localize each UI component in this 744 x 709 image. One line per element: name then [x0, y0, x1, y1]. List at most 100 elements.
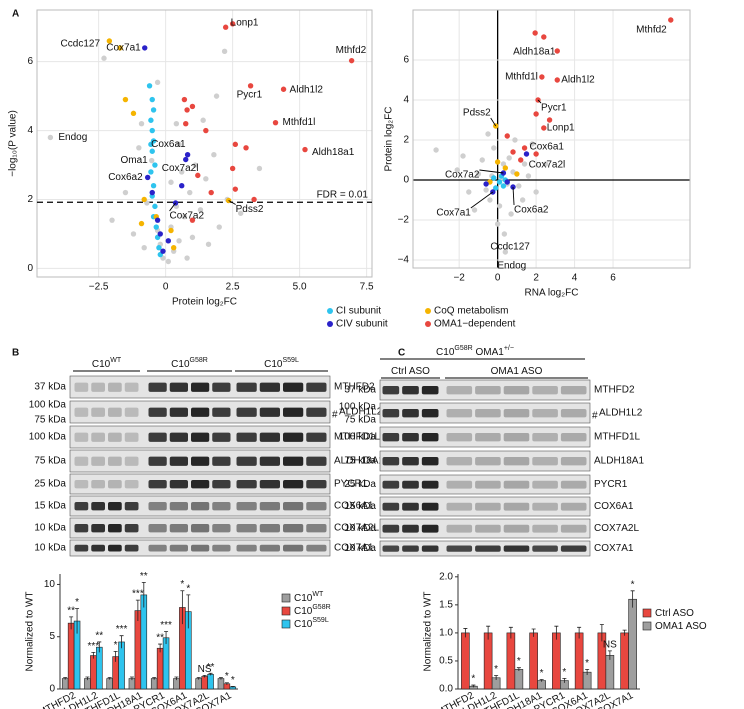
- data-point: [154, 79, 161, 86]
- protein-label: COX7A2L: [594, 523, 639, 534]
- blot-band: [475, 480, 501, 489]
- error-bar: [471, 684, 476, 688]
- legend-swatch: [327, 308, 333, 314]
- data-point: [348, 57, 355, 64]
- error-bar: [158, 643, 163, 653]
- superscript: WT: [110, 357, 122, 364]
- blot-band: [108, 456, 122, 466]
- x-axis-title: RNA log₂FC: [525, 288, 579, 299]
- y-tick-label: 4: [403, 95, 409, 106]
- superscript: G58R: [190, 357, 208, 364]
- blot-band: [74, 456, 89, 466]
- group-label: C10S59L: [264, 357, 299, 370]
- error-bar: [463, 628, 468, 638]
- blot-band: [212, 544, 231, 552]
- point-label: Aldh1l2: [561, 75, 595, 86]
- significance: *: [186, 583, 190, 594]
- y-tick-label: 2: [27, 194, 33, 205]
- blot-band: [91, 382, 105, 392]
- blot-band: [169, 407, 188, 417]
- blot-band: [306, 502, 327, 511]
- data-point: [494, 159, 501, 165]
- data-point: [519, 197, 526, 203]
- data-point: [160, 248, 166, 254]
- blot-band: [560, 524, 587, 533]
- blot-band: [108, 407, 122, 417]
- data-point: [144, 174, 151, 181]
- data-point: [157, 231, 163, 237]
- bar: [483, 632, 493, 690]
- data-point: [491, 145, 497, 151]
- legend-swatch: [281, 593, 291, 603]
- data-point: [543, 161, 549, 167]
- bar: [96, 646, 103, 690]
- point-label: Cox7a1: [436, 208, 471, 219]
- point-label: Aldh18a1: [312, 147, 355, 158]
- point-label: Endog: [497, 261, 526, 272]
- blot-band: [259, 456, 280, 466]
- x-axis-title: Protein log₂FC: [172, 297, 237, 308]
- error-bar: [622, 629, 627, 636]
- blot-band: [382, 480, 400, 489]
- blot-band: [283, 544, 304, 552]
- significance: **: [156, 633, 164, 644]
- blot-band: [475, 545, 501, 552]
- data-point: [541, 125, 547, 131]
- data-point: [208, 189, 214, 196]
- data-point: [523, 151, 530, 157]
- blot-band: [283, 456, 304, 466]
- bar: [506, 632, 516, 690]
- data-point: [533, 111, 539, 117]
- data-point: [280, 86, 287, 92]
- size-marker: 25 kDa: [344, 479, 376, 490]
- leader-line: [228, 200, 236, 205]
- protein-label: ALDH1L2: [339, 407, 383, 418]
- blot-band: [402, 480, 419, 489]
- y-tick-label: 4: [27, 125, 33, 136]
- blot-band: [283, 432, 304, 442]
- data-point: [189, 217, 196, 223]
- blot-band: [283, 502, 304, 511]
- bar: [162, 637, 170, 690]
- x-tick-label: −2: [453, 273, 465, 284]
- blot-band: [148, 480, 167, 489]
- leader-line: [512, 186, 515, 206]
- x-tick-label: 4: [572, 273, 578, 284]
- text-run: C10: [294, 606, 313, 617]
- blot-band: [475, 386, 501, 395]
- data-point: [487, 197, 493, 203]
- blot-band: [421, 409, 439, 418]
- blot-band: [124, 432, 139, 442]
- data-point: [189, 103, 196, 110]
- point-label: Lonp1: [547, 123, 575, 134]
- group-label: C10G58R: [171, 357, 208, 370]
- data-point: [554, 48, 560, 54]
- blot-band: [560, 502, 587, 511]
- data-point: [189, 234, 196, 241]
- data-point: [251, 196, 257, 203]
- data-point: [541, 34, 547, 40]
- legend-swatch: [327, 321, 333, 327]
- bar: [537, 680, 546, 690]
- data-point: [149, 148, 155, 154]
- data-point: [152, 203, 158, 210]
- blot-band: [169, 456, 188, 466]
- size-marker: 37 kDa: [344, 385, 376, 396]
- data-point: [466, 189, 472, 195]
- error-bar: [129, 676, 134, 681]
- plot-frame: [36, 9, 373, 278]
- data-point: [514, 171, 520, 177]
- superscript: WT: [312, 591, 324, 598]
- point-label: Cox6a1: [529, 142, 564, 153]
- significance: *: [540, 668, 544, 679]
- y-tick-label: 0.0: [439, 684, 453, 695]
- blot-band: [91, 544, 105, 552]
- blot-band: [259, 544, 280, 552]
- bar: [628, 598, 637, 690]
- legend-label: OMA1 ASO: [655, 621, 707, 632]
- blot-band: [532, 457, 558, 466]
- bar: [67, 622, 75, 690]
- data-point: [554, 77, 560, 83]
- blot-band: [74, 432, 89, 442]
- error-bar: [607, 650, 612, 660]
